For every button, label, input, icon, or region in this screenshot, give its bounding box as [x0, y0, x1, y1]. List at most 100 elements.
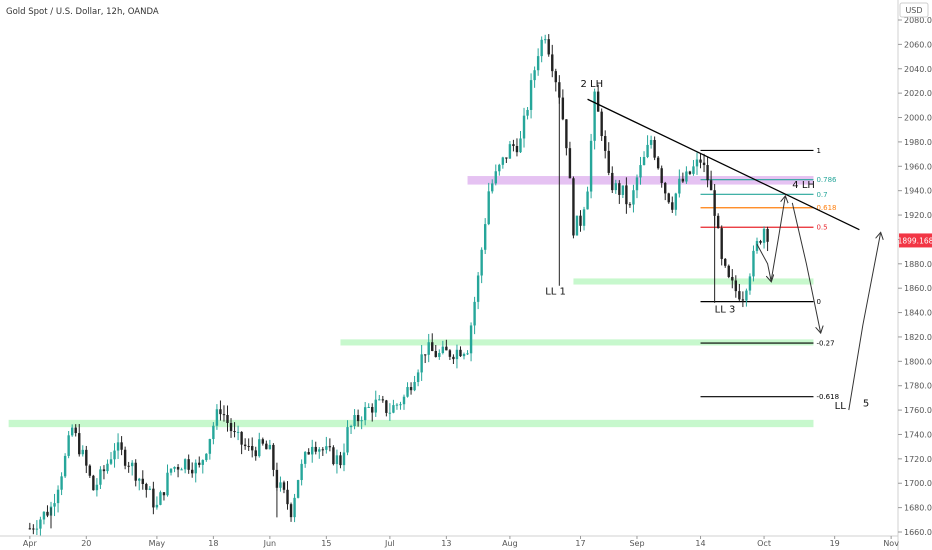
- candle-body: [46, 511, 49, 516]
- candle-body: [529, 80, 533, 110]
- fib-label: 0.618: [816, 204, 836, 212]
- x-tick-label: Jul: [384, 539, 395, 548]
- y-tick-label: 1660.000: [904, 528, 932, 537]
- candle-body: [455, 349, 459, 360]
- candle-body: [402, 396, 406, 405]
- candle-body: [459, 349, 462, 357]
- candle-body: [515, 146, 519, 153]
- candle-body: [102, 469, 106, 472]
- candle-body: [279, 482, 282, 488]
- candle-body: [321, 449, 325, 451]
- candle-body: [586, 191, 589, 210]
- x-tick-label: Sep: [629, 539, 644, 548]
- candle-body: [378, 399, 381, 401]
- candle-body: [229, 422, 233, 432]
- candle-body: [311, 446, 314, 455]
- candle-body: [272, 444, 275, 470]
- candle-body: [501, 157, 505, 165]
- candle-body: [487, 191, 490, 225]
- candle-body: [183, 459, 187, 470]
- candle-body: [74, 427, 77, 434]
- candle-body: [39, 519, 42, 529]
- y-tick-label: 1720.000: [904, 455, 932, 464]
- candle-body: [448, 350, 452, 357]
- y-tick-label: 2040.000: [904, 65, 932, 74]
- candle-body: [607, 150, 610, 173]
- candle-body: [254, 450, 257, 457]
- y-tick-label: 1700.000: [904, 479, 932, 488]
- candle-body: [716, 215, 720, 229]
- candle-body: [134, 462, 137, 481]
- candle-body: [328, 446, 332, 448]
- x-tick-label: Jun: [263, 539, 277, 548]
- x-tick-label: 15: [321, 539, 331, 548]
- candle-body: [127, 465, 130, 467]
- candle-body: [709, 180, 713, 191]
- candle-body: [498, 164, 501, 172]
- candle-body: [724, 258, 727, 266]
- candle-body: [561, 97, 565, 120]
- candle-body: [99, 469, 102, 485]
- candle-body: [713, 190, 716, 216]
- candle-body: [752, 250, 755, 277]
- candle-body: [289, 504, 293, 518]
- time-axis[interactable]: Apr 20 May 18 Jun 15 Jul 13 Aug 17 Sep 14 Oct 19 Nov: [23, 536, 899, 548]
- x-tick-label: Oct: [757, 539, 771, 548]
- candle-body: [219, 409, 222, 415]
- last-price-tag: 1899.168: [898, 233, 932, 248]
- y-tick-label: 2020.000: [904, 89, 932, 98]
- candle-body: [681, 178, 685, 182]
- x-tick-label: 18: [208, 539, 218, 548]
- candle-body: [116, 442, 120, 451]
- candle-body: [512, 144, 515, 147]
- x-tick-label: 14: [695, 539, 705, 548]
- candle-body: [296, 480, 300, 498]
- x-tick-label: 19: [830, 539, 840, 548]
- candle-body: [720, 228, 723, 259]
- candle-body: [536, 56, 540, 71]
- candle-body: [660, 168, 663, 183]
- candle-body: [42, 511, 46, 520]
- candle-body: [67, 435, 70, 456]
- candle-body: [109, 459, 113, 464]
- candle-body: [145, 483, 148, 490]
- candle-body: [293, 497, 296, 518]
- candle-body: [445, 346, 448, 351]
- candle-body: [233, 431, 236, 433]
- candle-body: [618, 183, 621, 195]
- candle-body: [363, 407, 367, 421]
- price-axis[interactable]: 1660.000 1680.000 1700.000 1720.000 1740.000…: [898, 16, 932, 537]
- candle-body: [261, 439, 264, 444]
- candle-body: [155, 504, 159, 508]
- candle-body: [646, 144, 649, 158]
- candle-body: [554, 71, 557, 83]
- candle-body: [699, 159, 702, 163]
- candle-body: [734, 280, 738, 292]
- candle-body: [416, 372, 420, 382]
- candle-body: [600, 111, 603, 137]
- candle-body: [130, 462, 134, 467]
- y-tick-label: 1880.000: [904, 260, 932, 269]
- candle-body: [300, 463, 303, 481]
- candle-body: [374, 399, 377, 413]
- candle-body: [632, 190, 635, 205]
- candle-body: [332, 447, 335, 465]
- candle-body: [303, 452, 307, 464]
- candle-body: [208, 439, 212, 454]
- candle-body: [371, 406, 374, 413]
- last-price-bg: [899, 233, 932, 248]
- candle-body: [755, 241, 759, 251]
- candle-body: [678, 178, 681, 194]
- candle-body: [106, 463, 109, 472]
- candle-body: [702, 162, 706, 166]
- candle-body: [635, 177, 639, 191]
- candle-body: [194, 462, 197, 474]
- wave-label: LL 3: [715, 305, 736, 316]
- candle-body: [656, 157, 660, 169]
- candle-body: [307, 452, 310, 455]
- fib-label: -0.27: [816, 340, 834, 348]
- candle-body: [286, 489, 289, 505]
- candle-body: [282, 482, 286, 490]
- support-zone: [340, 339, 814, 346]
